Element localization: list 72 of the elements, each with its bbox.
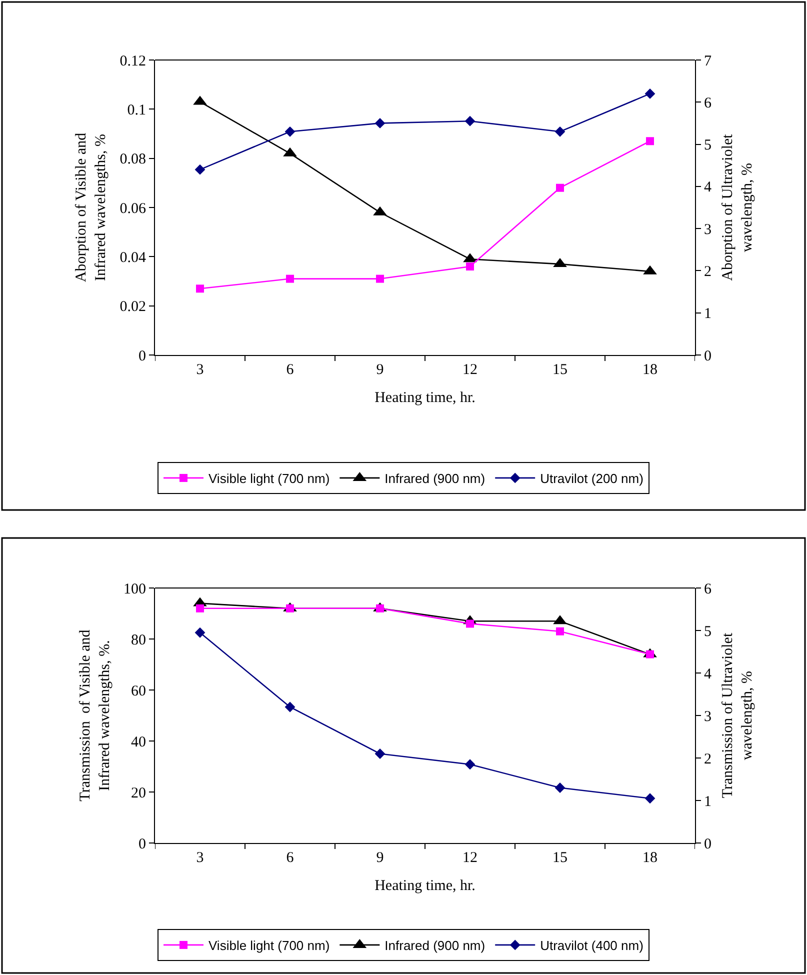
x-tick-label: 6: [286, 362, 294, 378]
x-tick-label: 15: [552, 362, 568, 378]
y-tick-label: 0.08: [120, 152, 146, 168]
legend-label: Visible light (700 nm): [208, 471, 330, 486]
x-tick-label: 15: [552, 850, 568, 866]
point: [284, 126, 296, 137]
legend-label: Infrared (900 nm): [384, 938, 486, 954]
x-tick-label: 18: [642, 362, 658, 378]
legend-label: Utravilot (400 nm): [540, 938, 644, 954]
x-tick-label: 12: [462, 362, 478, 378]
y2-axis-title: Aborption of Ultraviolet wavelength, %: [720, 133, 756, 281]
y-tick-label: 0: [138, 836, 146, 852]
y2-tick-label: 6: [704, 581, 712, 598]
y2-tick-label: 0: [704, 836, 712, 852]
y2-tick-label: 3: [704, 708, 712, 725]
y-tick-label: 100: [124, 581, 146, 598]
point: [376, 274, 384, 283]
y-tick-label: 60: [131, 683, 146, 700]
point: [194, 164, 206, 175]
y-tick-label: 0: [138, 348, 146, 364]
point: [466, 262, 474, 270]
point: [286, 274, 294, 283]
x-tick-label: 9: [376, 850, 384, 866]
point: [374, 118, 386, 128]
y2-tick-label: 6: [704, 95, 712, 112]
y-tick-label: 80: [131, 632, 146, 648]
x-tick-label: 18: [642, 850, 658, 866]
point: [284, 702, 296, 712]
point: [554, 782, 566, 793]
y2-tick-label: 0: [704, 348, 712, 364]
point: [554, 126, 566, 137]
y-axis-title: Transmission of Visible and Infrared wavelengths, %.: [77, 629, 113, 802]
y2-tick-label: 2: [704, 264, 712, 280]
point: [196, 604, 204, 612]
y2-tick-label: 4: [704, 180, 712, 196]
x-tick-label: 9: [376, 362, 384, 378]
legend-label: Utravilot (200 nm): [540, 471, 644, 486]
y2-tick-label: 4: [704, 666, 712, 682]
point: [464, 759, 476, 770]
x-tick-label: 12: [462, 850, 478, 866]
y2-tick-label: 1: [704, 794, 712, 810]
y-tick-label: 0.02: [120, 299, 146, 316]
y2-tick-label: 2: [704, 751, 712, 768]
x-tick-label: 3: [196, 850, 204, 866]
point: [194, 627, 206, 638]
legend-label: Infrared (900 nm): [384, 471, 486, 486]
point: [644, 793, 656, 804]
x-tick-label: 6: [286, 850, 294, 866]
point: [556, 184, 564, 192]
y2-tick-label: 5: [704, 624, 712, 640]
y2-tick-label: 7: [704, 53, 712, 70]
y-tick-label: 0.1: [127, 102, 146, 118]
point: [196, 284, 204, 293]
y2-tick-label: 1: [704, 306, 712, 322]
y-tick-label: 20: [131, 785, 146, 802]
point: [464, 116, 476, 126]
y-tick-label: 0.12: [120, 53, 146, 70]
y-tick-label: 0.04: [120, 250, 146, 266]
x-tick-label: 3: [196, 362, 204, 378]
y-tick-label: 0.06: [120, 200, 146, 217]
y2-axis-title: Transmission of Ultraviolet wavelength, %: [720, 632, 756, 798]
legend-label: Visible light (700 nm): [208, 938, 330, 954]
x-axis-title: Heating time, hr.: [374, 878, 476, 894]
y2-tick-label: 3: [704, 222, 712, 238]
x-axis-title: Heating time, hr.: [374, 390, 476, 406]
point: [556, 627, 564, 636]
point: [644, 88, 656, 99]
y-axis-title: Aborption of Visible and Infrared wavelengths, %: [74, 132, 109, 282]
point: [646, 137, 654, 146]
y2-tick-label: 5: [704, 138, 712, 154]
y-tick-label: 40: [131, 734, 146, 750]
point: [374, 748, 386, 759]
